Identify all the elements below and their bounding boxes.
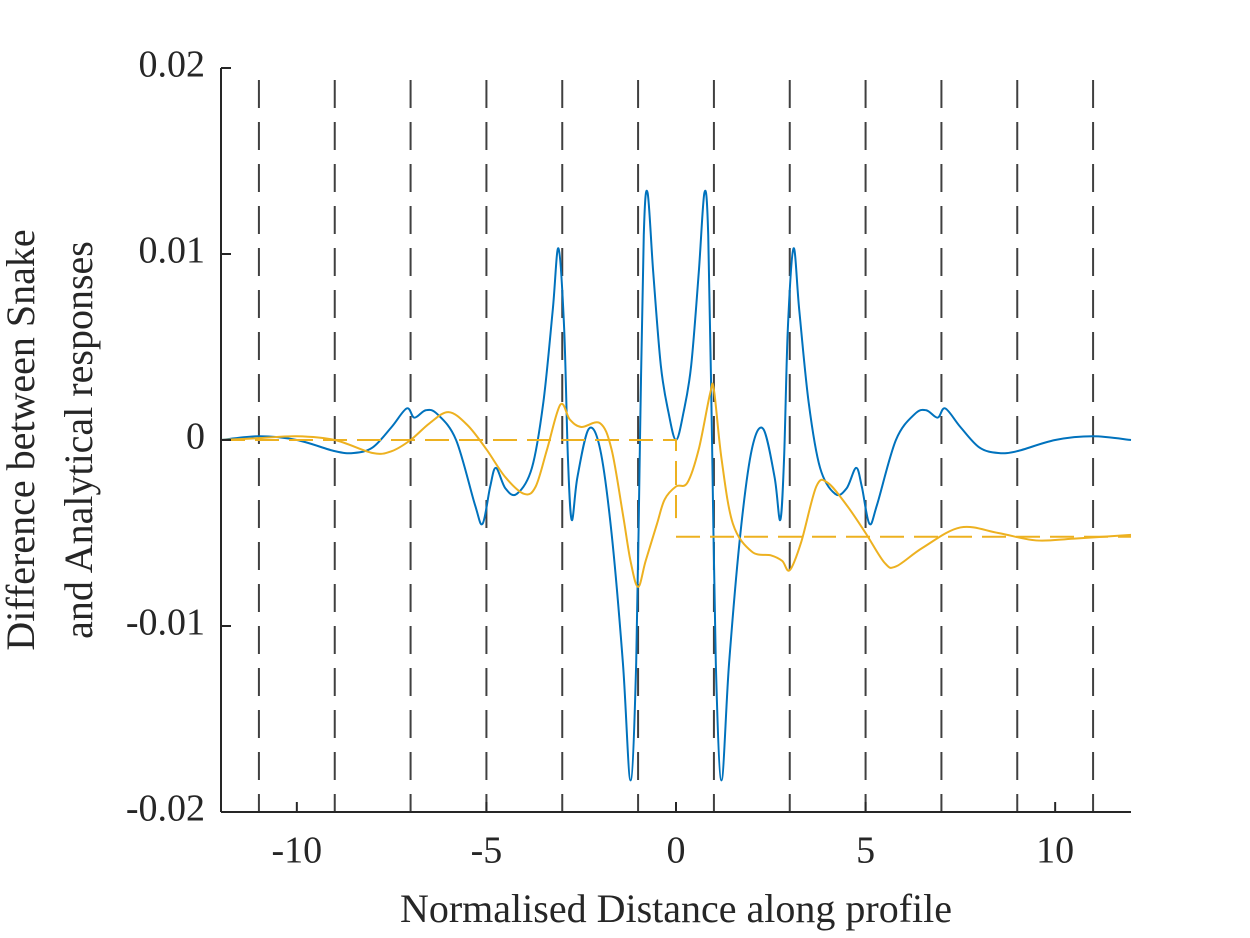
y-tick-label: 0.02 (139, 44, 206, 86)
x-tick-label: 0 (667, 830, 686, 872)
x-tick-label: 10 (1036, 830, 1074, 872)
y-tick-label: 0.01 (139, 230, 206, 272)
y-axis-label: and Analytical responses (56, 241, 101, 639)
y-axis-label: Difference between Snake (0, 229, 43, 650)
y-tick-label: 0 (186, 416, 205, 458)
data-line (220, 382, 1132, 588)
reference-series (221, 439, 1131, 538)
x-tick-label: -10 (272, 830, 323, 872)
y-tick-label: -0.02 (126, 788, 205, 830)
x-tick-label: -5 (471, 830, 503, 872)
x-tick-label: 5 (856, 830, 875, 872)
x-axis-label: Normalised Distance along profile (400, 886, 952, 931)
y-tick-label: -0.01 (126, 602, 205, 644)
